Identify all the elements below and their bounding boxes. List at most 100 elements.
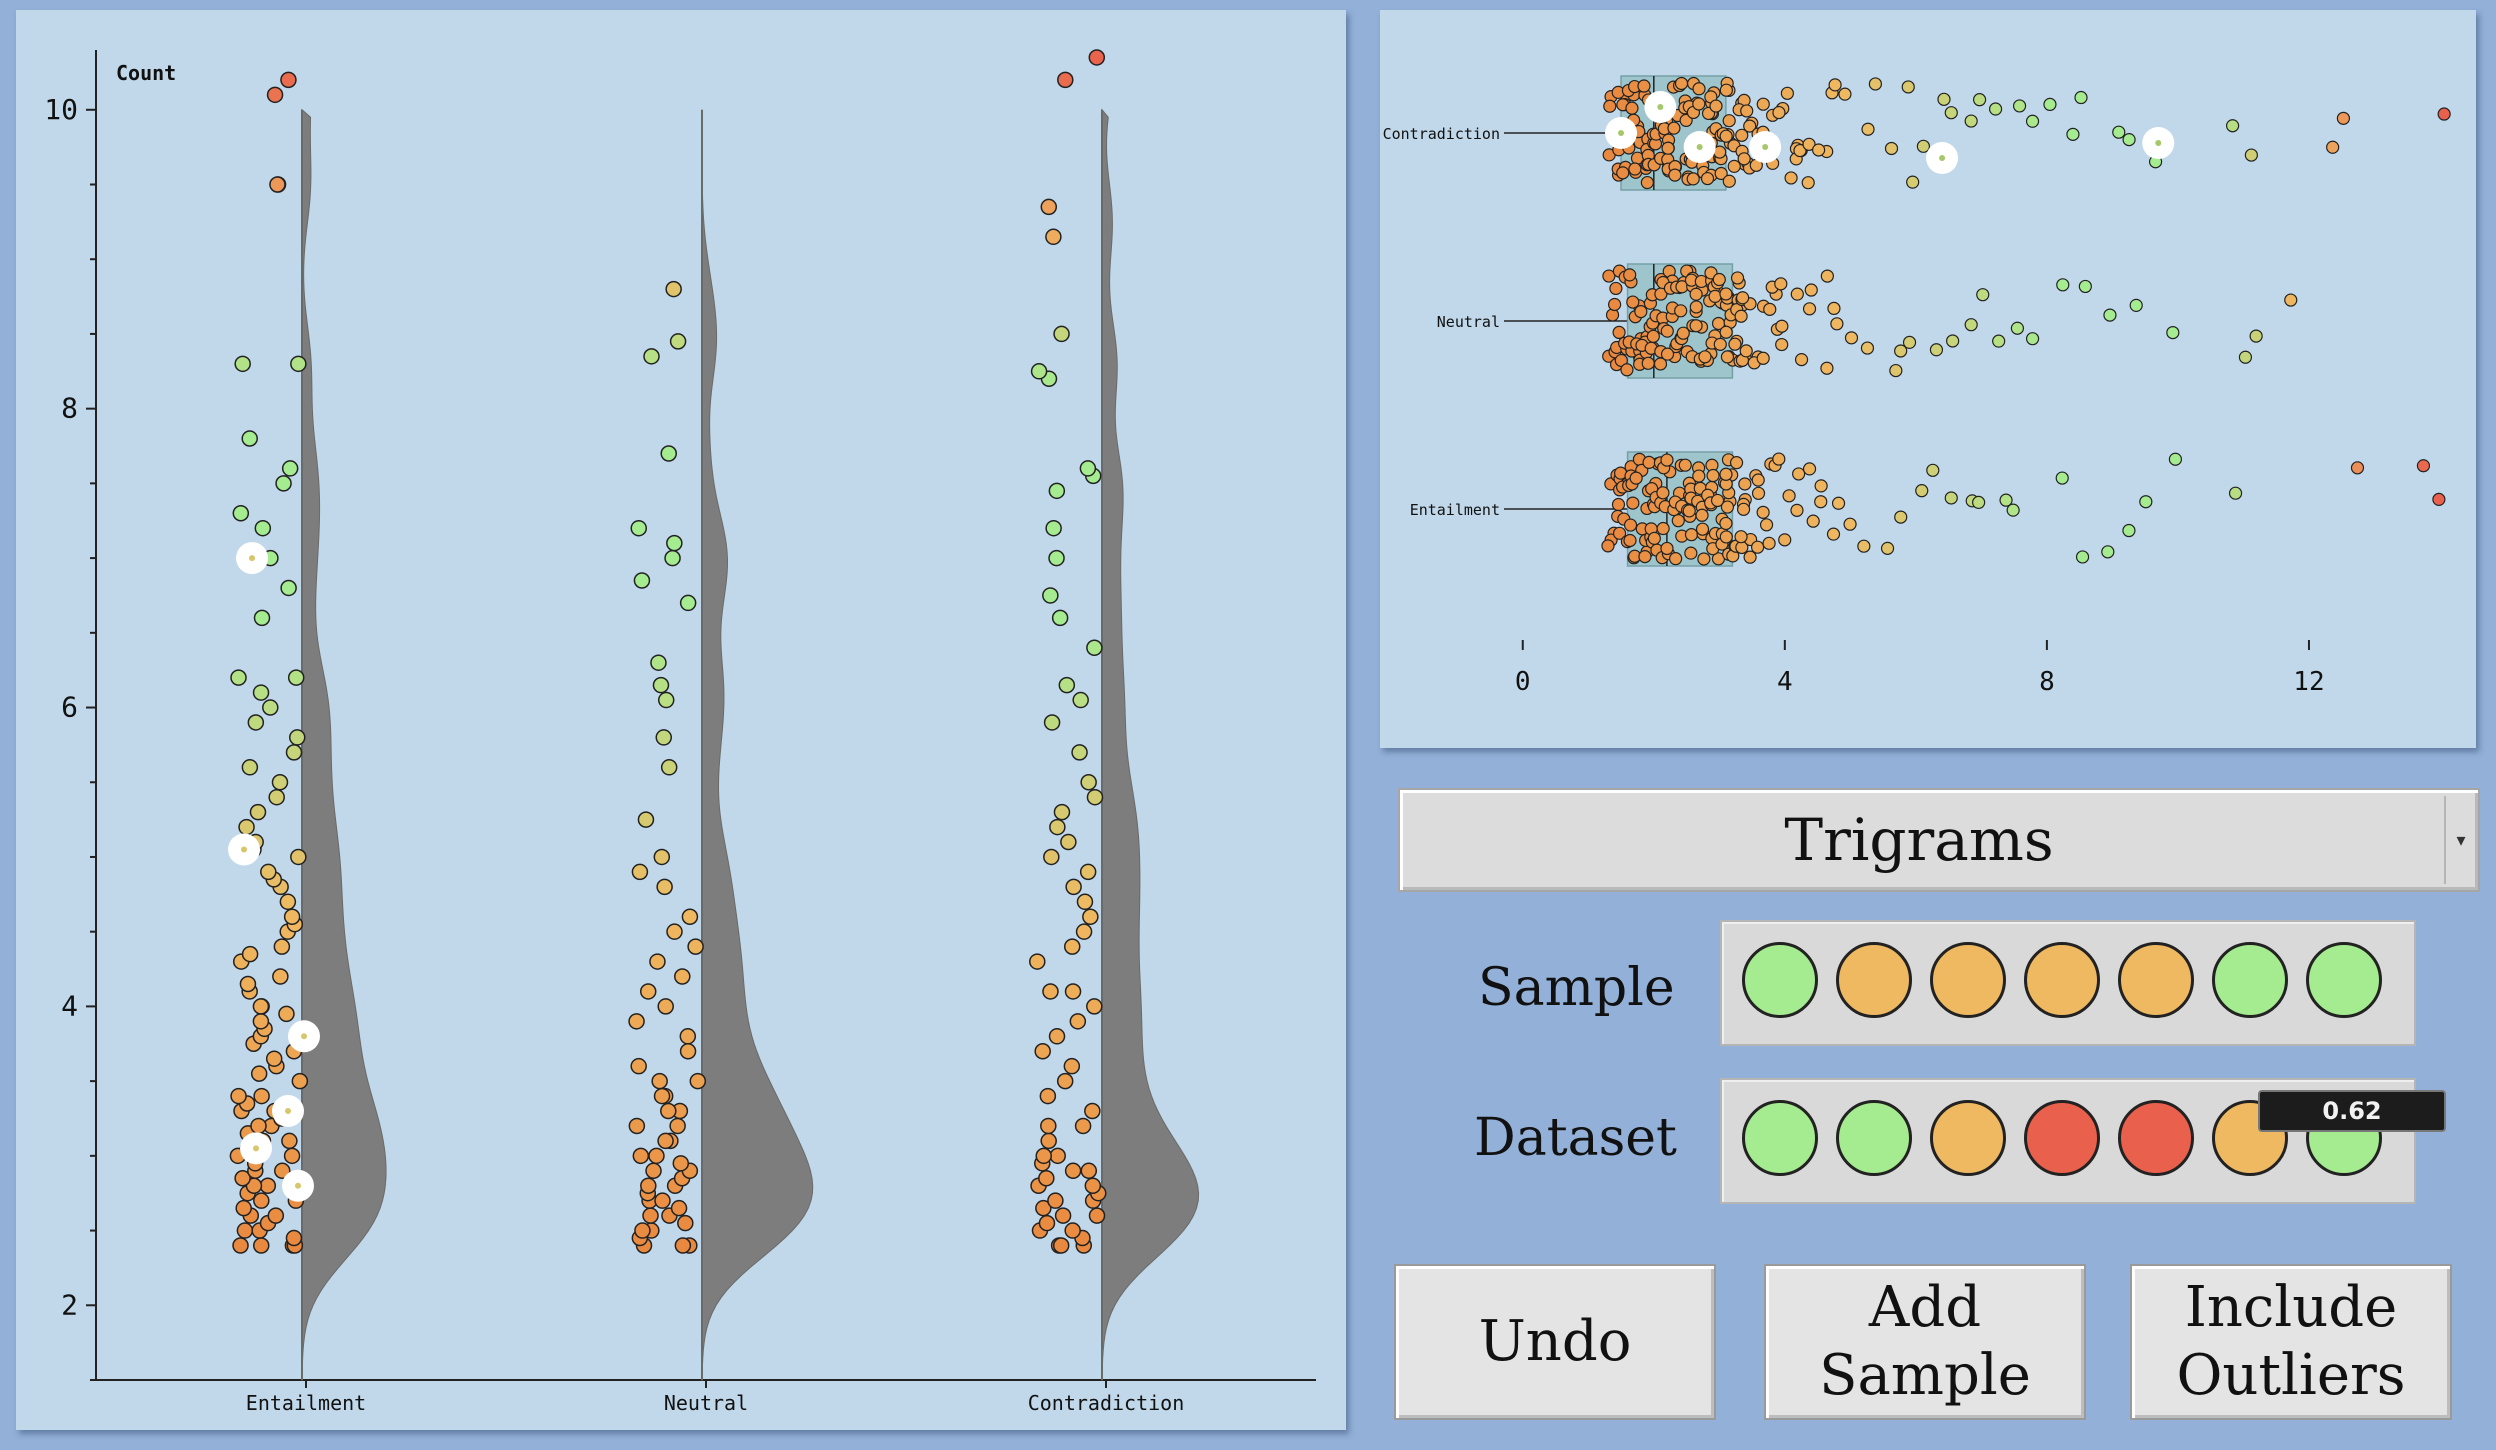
sample-swatch bbox=[1836, 942, 1912, 1018]
data-point bbox=[1040, 198, 1058, 216]
data-point bbox=[1642, 455, 1656, 470]
data-point bbox=[1740, 104, 1754, 118]
data-point bbox=[1629, 471, 1643, 485]
data-point bbox=[252, 998, 270, 1015]
data-point bbox=[1038, 1170, 1055, 1187]
data-point bbox=[1838, 87, 1852, 101]
data-point bbox=[290, 355, 307, 373]
data-point bbox=[1054, 1207, 1072, 1224]
data-point bbox=[1689, 300, 1703, 314]
data-point bbox=[1972, 495, 1986, 510]
x-tick-label: Neutral bbox=[664, 1391, 748, 1415]
data-point bbox=[1926, 463, 1940, 477]
data-point bbox=[1719, 530, 1733, 544]
sample-swatch bbox=[1930, 942, 2006, 1018]
sample-swatch bbox=[2212, 942, 2288, 1018]
data-point bbox=[1058, 676, 1076, 694]
data-point bbox=[1048, 1028, 1066, 1045]
data-point bbox=[2350, 461, 2365, 475]
data-point bbox=[1735, 128, 1749, 142]
data-point bbox=[1820, 269, 1834, 283]
data-point bbox=[1048, 482, 1066, 500]
data-point bbox=[1684, 546, 1698, 560]
data-point bbox=[1719, 325, 1733, 339]
data-point bbox=[1661, 141, 1675, 155]
data-point bbox=[1762, 536, 1776, 550]
chevron-down-icon[interactable]: ▾ bbox=[2444, 796, 2476, 884]
data-point bbox=[1946, 334, 1960, 348]
data-point bbox=[1814, 495, 1828, 509]
data-point bbox=[1045, 228, 1062, 246]
data-point bbox=[1759, 518, 1774, 532]
data-point bbox=[1076, 893, 1094, 911]
category-label: Neutral bbox=[1437, 313, 1500, 331]
data-point bbox=[1064, 983, 1082, 1000]
data-point bbox=[633, 572, 651, 589]
data-point bbox=[1609, 281, 1623, 296]
data-point bbox=[1060, 833, 1077, 851]
data-point bbox=[1074, 1117, 1092, 1135]
data-point bbox=[1751, 486, 1766, 500]
data-point bbox=[628, 1013, 645, 1030]
data-point bbox=[1736, 291, 1750, 305]
data-point bbox=[1674, 304, 1688, 318]
data-point bbox=[1894, 510, 1908, 524]
undo-button[interactable]: Undo bbox=[1394, 1264, 1716, 1420]
data-point bbox=[1700, 171, 1715, 186]
data-point bbox=[1616, 166, 1630, 180]
data-point bbox=[650, 654, 667, 671]
sample-label: Sample bbox=[1478, 958, 1675, 1018]
data-point bbox=[1053, 803, 1071, 821]
data-point bbox=[2326, 140, 2340, 154]
data-point bbox=[664, 549, 681, 567]
data-point bbox=[1708, 289, 1722, 303]
data-point bbox=[2112, 125, 2126, 139]
sample-swatch bbox=[2024, 942, 2100, 1018]
data-point bbox=[660, 759, 678, 776]
dropdown-value: Trigrams bbox=[1784, 806, 2054, 874]
data-point bbox=[643, 348, 660, 365]
data-point bbox=[1728, 337, 1742, 351]
ngram-dropdown[interactable]: Trigrams ▾ bbox=[1398, 788, 2480, 892]
highlighted-point-core bbox=[1696, 144, 1703, 150]
add-sample-button[interactable]: Add Sample bbox=[1764, 1264, 2086, 1420]
data-point bbox=[1695, 508, 1709, 522]
data-point bbox=[1868, 77, 1882, 91]
category-label: Contradiction bbox=[1383, 125, 1500, 143]
data-point bbox=[1880, 541, 1895, 555]
sample-swatch bbox=[2306, 942, 2382, 1018]
y-tick-label: 6 bbox=[61, 691, 78, 724]
data-point bbox=[679, 1028, 697, 1045]
data-point bbox=[1064, 1162, 1082, 1180]
data-point bbox=[1072, 691, 1089, 709]
data-point bbox=[1057, 71, 1074, 89]
data-point bbox=[1684, 528, 1699, 542]
dataset-swatch bbox=[2024, 1100, 2100, 1176]
data-point bbox=[1623, 518, 1638, 532]
data-point bbox=[2066, 127, 2080, 141]
data-point bbox=[1086, 788, 1104, 806]
highlighted-point-core bbox=[1762, 144, 1769, 150]
data-point bbox=[1992, 334, 2006, 348]
data-point bbox=[1029, 953, 1046, 970]
data-point bbox=[1660, 453, 1674, 467]
data-point bbox=[1857, 539, 1871, 553]
data-point bbox=[1647, 531, 1661, 545]
data-point bbox=[1804, 283, 1818, 297]
data-point bbox=[260, 863, 277, 881]
data-point bbox=[1743, 550, 1757, 564]
data-point bbox=[1712, 272, 1726, 287]
data-point bbox=[2336, 111, 2350, 125]
include-outliers-button[interactable]: Include Outliers bbox=[2130, 1264, 2452, 1420]
data-point bbox=[1080, 1162, 1098, 1180]
data-point bbox=[1775, 337, 1789, 352]
data-point bbox=[1792, 467, 1806, 481]
data-point bbox=[674, 968, 691, 985]
data-point bbox=[1047, 1192, 1064, 1209]
data-point bbox=[2012, 99, 2027, 113]
data-point bbox=[2025, 114, 2040, 128]
data-point bbox=[2043, 97, 2057, 112]
dataset-label: Dataset bbox=[1474, 1108, 1677, 1168]
data-point bbox=[1692, 97, 1706, 111]
data-point bbox=[1794, 353, 1809, 367]
